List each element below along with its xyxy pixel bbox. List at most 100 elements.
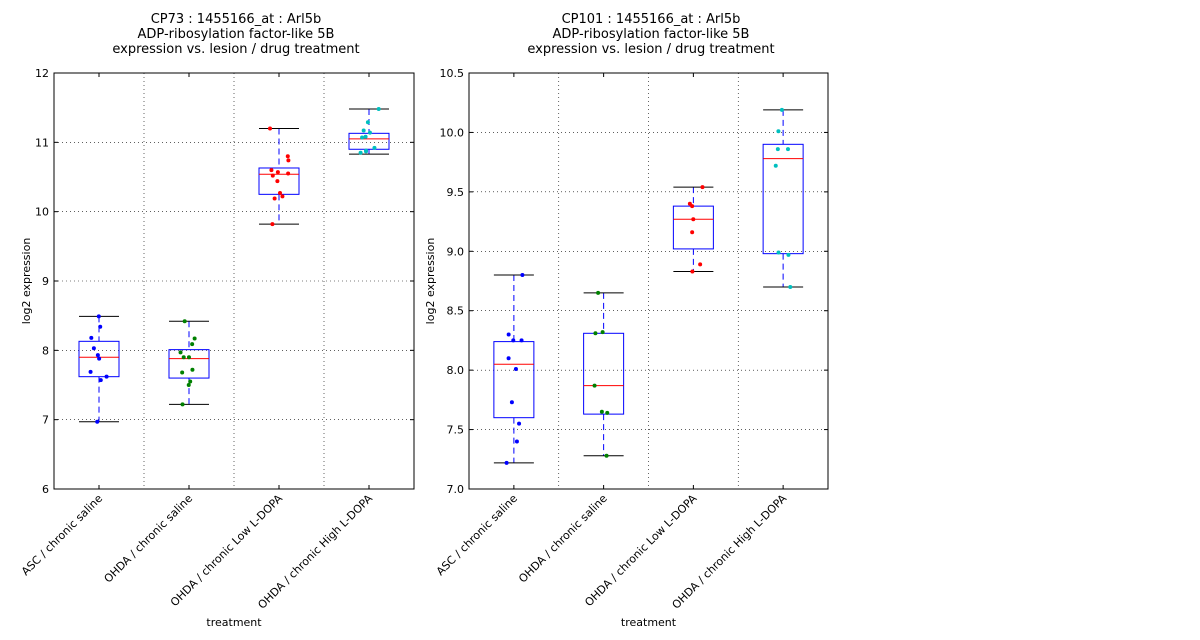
y-tick-label: 10 — [35, 206, 49, 219]
x-tick-label: OHDA / chronic saline — [102, 492, 196, 586]
data-point — [604, 453, 609, 458]
data-point — [367, 130, 372, 135]
data-point — [275, 170, 280, 175]
data-point — [190, 342, 195, 347]
data-point — [788, 284, 793, 289]
chart-panel-1: CP73 : 1455166_at : Arl5bADP-ribosylatio… — [19, 12, 415, 629]
data-point — [186, 383, 191, 387]
chart-title-line: ADP-ribosylation factor-like 5B — [138, 27, 335, 42]
data-point — [270, 222, 275, 227]
x-axis-label: treatment — [206, 616, 262, 629]
data-point — [89, 335, 94, 340]
data-point — [775, 147, 780, 152]
data-point — [776, 129, 781, 134]
box-1 — [493, 273, 535, 465]
data-point — [365, 120, 370, 125]
plot-frame — [468, 72, 829, 490]
data-point — [269, 168, 274, 173]
chart-title-line: expression vs. lesion / drug treatment — [112, 42, 359, 57]
data-point — [513, 366, 518, 371]
data-point — [363, 134, 368, 139]
y-tick-label: 8.5 — [447, 305, 465, 318]
y-tick-label: 6 — [42, 483, 49, 496]
data-point — [690, 230, 695, 235]
data-point — [700, 185, 705, 190]
data-point — [285, 154, 290, 159]
data-point — [361, 128, 366, 133]
x-axis-label: treatment — [621, 616, 677, 629]
iqr-box — [672, 205, 714, 250]
y-tick-label: 9 — [42, 275, 49, 288]
data-point — [690, 204, 695, 209]
chart-title-line: CP101 : 1455166_at : Arl5b — [562, 12, 741, 27]
box-2 — [583, 290, 625, 458]
data-point — [506, 332, 511, 337]
data-point — [517, 421, 522, 426]
data-point — [600, 330, 605, 335]
y-tick-label: 9.5 — [447, 186, 465, 199]
data-point — [98, 378, 103, 383]
data-point — [180, 370, 185, 375]
y-tick-label: 7.0 — [447, 483, 465, 496]
data-point — [504, 460, 509, 465]
data-point — [275, 179, 280, 184]
data-point — [192, 336, 197, 341]
data-point — [364, 149, 369, 154]
data-point — [286, 171, 291, 176]
box-3 — [258, 126, 300, 227]
y-tick-label: 11 — [35, 136, 49, 149]
data-point — [511, 338, 516, 343]
iqr-box — [762, 143, 804, 255]
chart-title-line: expression vs. lesion / drug treatment — [527, 42, 774, 57]
data-point — [268, 126, 273, 131]
iqr-box — [583, 332, 625, 415]
data-point — [372, 145, 377, 150]
data-point — [95, 353, 100, 358]
data-point — [690, 269, 695, 274]
data-point — [514, 439, 519, 444]
data-point — [376, 107, 381, 112]
iqr-box — [348, 132, 390, 150]
data-point — [186, 355, 191, 360]
data-point — [280, 194, 285, 199]
data-point — [519, 338, 524, 343]
iqr-box — [168, 349, 210, 379]
data-point — [278, 190, 283, 195]
data-point — [773, 163, 778, 168]
x-tick-label: OHDA / chronic saline — [516, 492, 610, 586]
data-point — [786, 252, 791, 257]
data-point — [182, 319, 187, 324]
plot-frame — [53, 72, 415, 490]
box-3 — [672, 185, 714, 274]
data-point — [180, 402, 185, 407]
data-point — [88, 369, 93, 374]
box-1 — [78, 314, 120, 424]
data-point — [96, 314, 101, 319]
x-tick-label: ASC / chronic saline — [434, 492, 520, 578]
box-4 — [348, 107, 390, 155]
data-point — [95, 419, 100, 424]
data-point — [181, 355, 186, 360]
data-point — [506, 356, 511, 361]
y-axis-label: log2 expression — [424, 238, 437, 325]
x-tick-label: ASC / chronic saline — [19, 492, 105, 578]
data-point — [104, 374, 109, 379]
chart-title-line: ADP-ribosylation factor-like 5B — [553, 27, 750, 42]
data-point — [593, 331, 598, 336]
y-tick-label: 7 — [42, 414, 49, 427]
data-point — [509, 400, 514, 405]
iqr-box — [493, 341, 535, 419]
data-point — [272, 196, 277, 201]
data-point — [98, 324, 103, 329]
y-tick-label: 10.0 — [440, 126, 465, 139]
data-point — [520, 273, 525, 278]
data-point — [360, 135, 365, 140]
data-point — [358, 150, 363, 155]
data-point — [779, 107, 784, 112]
data-point — [599, 409, 604, 414]
data-point — [698, 262, 703, 267]
y-tick-label: 8.0 — [447, 364, 465, 377]
data-point — [691, 217, 696, 222]
chart-panel-2: CP101 : 1455166_at : Arl5bADP-ribosylati… — [424, 12, 829, 629]
